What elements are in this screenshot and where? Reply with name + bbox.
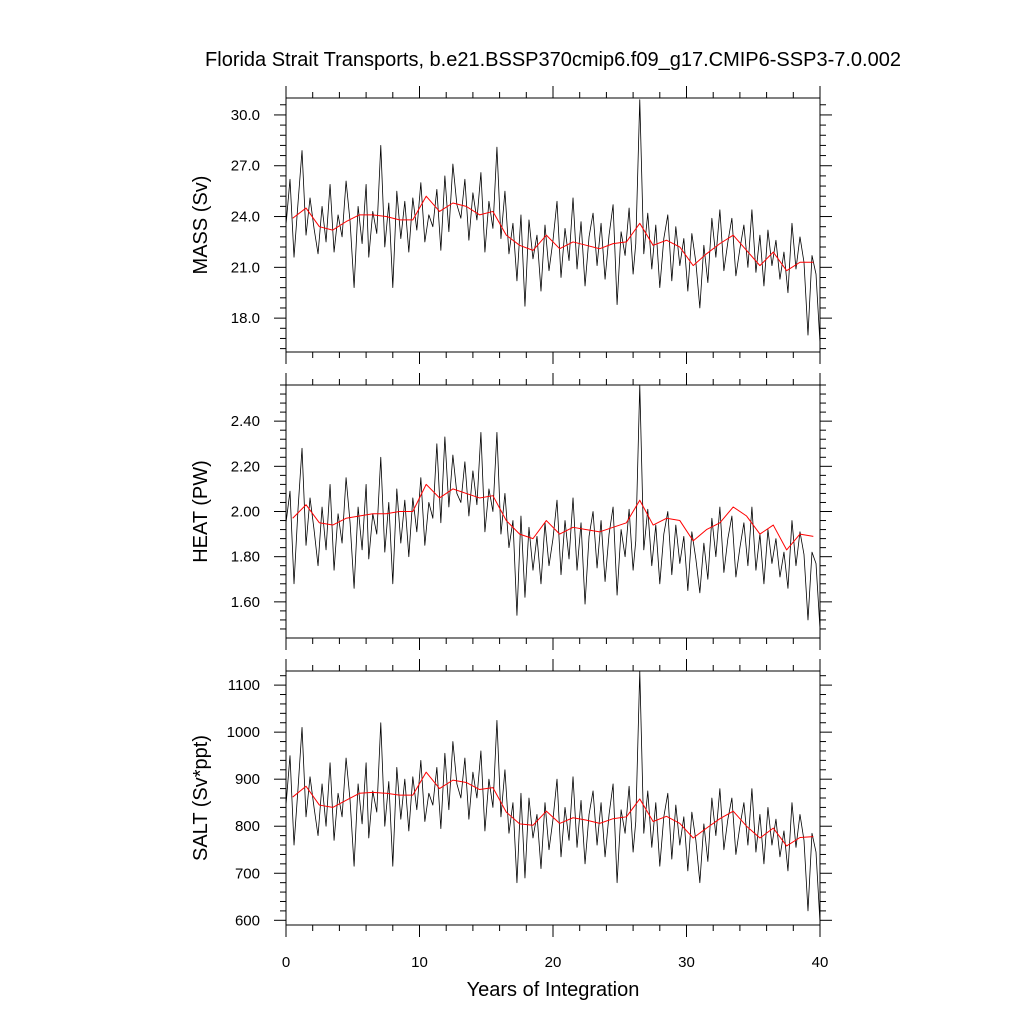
- salt-y-tick-label: 600: [235, 912, 260, 929]
- salt-y-axis-title: SALT (Sv*ppt): [190, 735, 212, 861]
- heat-y-axis-title: HEAT (PW): [190, 460, 212, 563]
- salt-y-tick-label: 900: [235, 771, 260, 788]
- heat-y-tick-label: 2.20: [231, 458, 260, 475]
- panel-salt: 600 700 800 900 1000 1100 0 10 20 30 40 SALT (Sv*pp…: [190, 659, 832, 971]
- heat-y-tick-label: 1.60: [231, 594, 260, 611]
- panel-mass: 18.0 21.0 24.0 27.0 30.0 MASS (Sv): [190, 86, 832, 364]
- heat-y-tick-label: 2.00: [231, 504, 260, 521]
- salt-y-tick-label: 1000: [227, 724, 260, 741]
- x-axis-title: Years of Integration: [467, 979, 640, 1001]
- heat-y-tick-label: 2.40: [231, 413, 260, 430]
- mass-y-tick-label: 27.0: [231, 158, 260, 175]
- mass-y-axis-title: MASS (Sv): [190, 176, 212, 275]
- mass-y-tick-label: 30.0: [231, 107, 260, 124]
- mass-plot-frame: [285, 97, 821, 353]
- mass-y-tick-label: 18.0: [231, 310, 260, 327]
- heat-annual-mean-line: [292, 483, 814, 551]
- panel-heat: 1.60 1.80 2.00 2.20 2.40 HEAT (PW): [190, 373, 832, 650]
- salt-y-tick-label: 1100: [228, 677, 260, 694]
- x-tick-label: 20: [545, 954, 562, 971]
- x-tick-label: 40: [812, 954, 829, 971]
- salt-y-tick-label: 800: [235, 818, 260, 835]
- salt-monthly-series-line: [286, 671, 820, 923]
- mass-annual-mean-line: [292, 195, 814, 272]
- x-tick-label: 10: [411, 954, 428, 971]
- salt-plot-frame: [285, 670, 821, 926]
- mass-monthly-series-line: [286, 99, 820, 344]
- chart-title: Florida Strait Transports, b.e21.BSSP370…: [205, 49, 901, 71]
- salt-annual-mean-line: [292, 771, 814, 847]
- heat-y-tick-label: 1.80: [231, 549, 260, 566]
- chart-panels: 18.0 21.0 24.0 27.0 30.0 MASS (Sv) 1.60 1.80 2.0…: [190, 86, 832, 971]
- x-tick-label: 0: [282, 954, 290, 971]
- heat-monthly-series-line: [286, 385, 820, 629]
- x-tick-label: 30: [678, 954, 695, 971]
- salt-y-tick-label: 700: [235, 865, 260, 882]
- mass-y-tick-label: 21.0: [231, 259, 260, 276]
- mass-y-tick-label: 24.0: [231, 209, 260, 226]
